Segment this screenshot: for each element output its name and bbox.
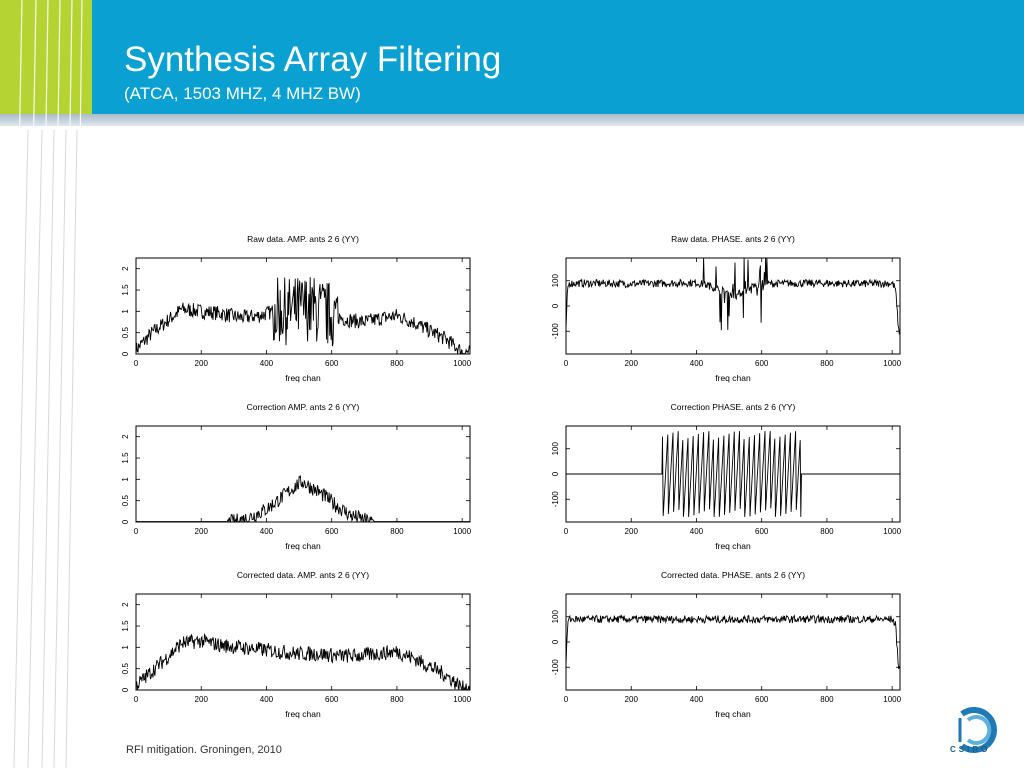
x-axis-label: freq chan (285, 541, 321, 551)
chart-correction-amp: Correction AMP. ants 2 6 (YY) 0 200 400 600 8… (100, 396, 480, 556)
y-tick-label: 0.5 (121, 327, 130, 339)
chart-title: Correction AMP. ants 2 6 (YY) (247, 402, 360, 412)
x-tick-label: 0 (564, 359, 569, 368)
title-bar (0, 0, 1024, 114)
chart-title: Raw data. AMP. ants 2 6 (YY) (247, 234, 359, 244)
series-line (135, 277, 471, 355)
x-tick-label: 1000 (883, 527, 901, 536)
plot-frame (565, 593, 901, 691)
chart-corrected-amp: Corrected data. AMP. ants 2 6 (YY) 0 200 40… (100, 564, 480, 724)
chart-title: Raw data. PHASE. ants 2 6 (YY) (671, 234, 795, 244)
x-tick-label: 600 (755, 527, 769, 536)
x-tick-label: 400 (690, 527, 704, 536)
x-tick-label: 200 (195, 695, 209, 704)
slide-title: Synthesis Array Filtering (124, 40, 502, 79)
x-tick-label: 0 (564, 527, 569, 536)
x-tick-label: 800 (390, 695, 404, 704)
y-tick-label: -100 (551, 491, 560, 508)
x-tick-label: 1000 (883, 695, 901, 704)
y-tick-label: 0 (551, 639, 560, 644)
plot-frame (135, 593, 471, 691)
x-tick-label: 200 (195, 359, 209, 368)
y-tick-label: 2 (121, 434, 130, 439)
plot-frame (565, 257, 901, 355)
chart-raw-phase: Raw data. PHASE. ants 2 6 (YY) 0 200 400 600… (530, 228, 910, 388)
x-tick-label: 400 (690, 695, 704, 704)
title-bar-shadow (0, 114, 1024, 126)
x-tick-label: 600 (325, 359, 339, 368)
footer-text: RFI mitigation. Groningen, 2010 (126, 744, 282, 756)
x-tick-label: 600 (325, 695, 339, 704)
y-tick-label: 2 (121, 602, 130, 607)
y-tick-label: 1.5 (121, 284, 130, 296)
x-tick-label: 0 (134, 527, 139, 536)
decorative-lines (7, 0, 83, 768)
csiro-logo-icon (958, 707, 997, 753)
y-tick-label: 0 (121, 351, 130, 356)
x-tick-label: 1000 (883, 359, 901, 368)
y-tick-label: 1 (121, 645, 130, 650)
x-tick-label: 200 (625, 359, 639, 368)
chart-raw-amp: Raw data. AMP. ants 2 6 (YY) 0 200 400 600 80… (100, 228, 480, 388)
series-line (566, 431, 900, 517)
y-tick-label: 0 (121, 519, 130, 524)
chart-title: Correction PHASE. ants 2 6 (YY) (671, 402, 796, 412)
x-axis-label: freq chan (715, 709, 751, 719)
x-axis-label: freq chan (285, 709, 321, 719)
chart-corrected-phase: Corrected data. PHASE. ants 2 6 (YY) 0 200… (530, 564, 910, 724)
x-tick-label: 800 (820, 695, 834, 704)
x-axis-label: freq chan (715, 541, 751, 551)
y-tick-label: 0.5 (121, 663, 130, 675)
x-tick-label: 800 (390, 527, 404, 536)
x-tick-label: 600 (325, 527, 339, 536)
x-tick-label: 200 (625, 695, 639, 704)
y-tick-label: 2 (121, 266, 130, 271)
y-tick-label: 0 (121, 687, 130, 692)
chart-correction-phase: Correction PHASE. ants 2 6 (YY) 0 200 400 60… (530, 396, 910, 556)
x-tick-label: 400 (260, 527, 274, 536)
series-line (135, 632, 471, 691)
x-tick-label: 1000 (453, 695, 471, 704)
y-tick-label: 1 (121, 309, 130, 314)
x-tick-label: 1000 (453, 527, 471, 536)
y-tick-label: 0 (551, 303, 560, 308)
chart-title: Corrected data. AMP. ants 2 6 (YY) (237, 570, 369, 580)
y-tick-label: -100 (551, 323, 560, 340)
x-tick-label: 0 (134, 359, 139, 368)
x-tick-label: 400 (690, 359, 704, 368)
x-tick-label: 200 (625, 527, 639, 536)
x-tick-label: 200 (195, 527, 209, 536)
x-tick-label: 800 (820, 359, 834, 368)
y-tick-label: 0 (551, 471, 560, 476)
slide-subtitle: (ATCA, 1503 MHZ, 4 MHZ BW) (124, 84, 361, 103)
series-line (136, 475, 470, 523)
x-tick-label: 600 (755, 359, 769, 368)
plot-frame (135, 425, 471, 523)
x-tick-label: 1000 (453, 359, 471, 368)
y-tick-label: 1.5 (121, 452, 130, 464)
x-tick-label: 0 (564, 695, 569, 704)
y-tick-label: 100 (551, 442, 560, 456)
x-tick-label: 0 (134, 695, 139, 704)
series-line (565, 257, 901, 335)
x-axis-label: freq chan (285, 373, 321, 383)
x-tick-label: 800 (390, 359, 404, 368)
y-tick-label: 100 (551, 274, 560, 288)
y-tick-label: -100 (551, 659, 560, 676)
series-line (565, 613, 901, 670)
x-tick-label: 400 (260, 359, 274, 368)
y-tick-label: 1.5 (121, 620, 130, 632)
x-tick-label: 600 (755, 695, 769, 704)
x-tick-label: 800 (820, 527, 834, 536)
x-tick-label: 400 (260, 695, 274, 704)
y-tick-label: 100 (551, 610, 560, 624)
logo-text: CSIRO (950, 745, 991, 754)
y-tick-label: 1 (121, 477, 130, 482)
x-axis-label: freq chan (715, 373, 751, 383)
plot-frame (135, 257, 471, 355)
y-tick-label: 0.5 (121, 495, 130, 507)
chart-title: Corrected data. PHASE. ants 2 6 (YY) (661, 570, 805, 580)
